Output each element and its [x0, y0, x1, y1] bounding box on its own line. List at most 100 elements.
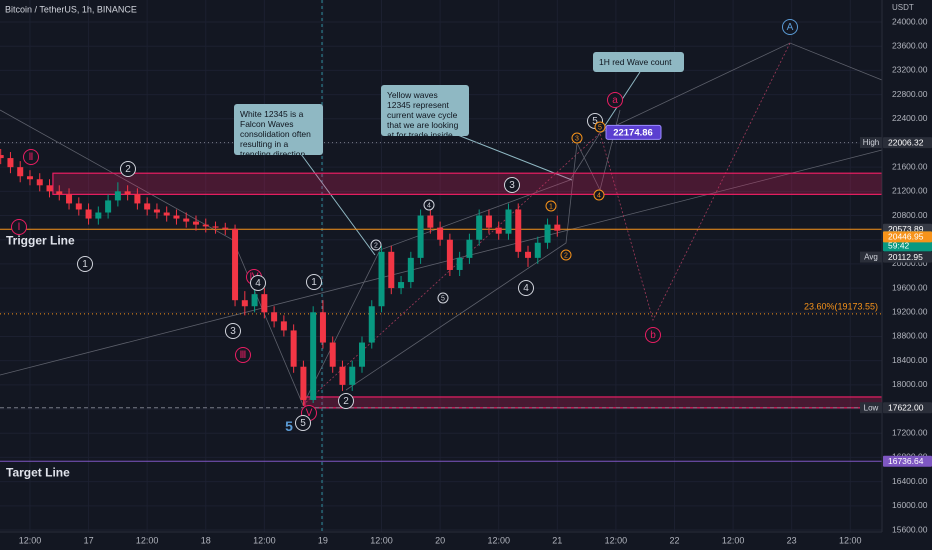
y-tick-label: 23600.00	[892, 40, 928, 50]
candle-body	[114, 191, 121, 201]
wave-label: 5	[300, 418, 306, 429]
y-tick-label: 18800.00	[892, 331, 928, 341]
candle-body	[427, 215, 434, 228]
candle-body	[505, 209, 512, 234]
y-tick-label: 16000.00	[892, 500, 928, 510]
level-name: Trigger Line	[6, 233, 75, 247]
y-tick-label: 15600.00	[892, 524, 928, 534]
candle-body	[358, 342, 365, 367]
wave-label: 3	[230, 326, 236, 337]
wave-circle	[437, 292, 449, 304]
candle-body	[153, 209, 160, 213]
wave-circle	[594, 121, 606, 133]
price-axis	[882, 0, 932, 550]
callout: White 12345 is a Falcon Waves consolidat…	[234, 104, 323, 155]
candle-body	[446, 239, 453, 270]
callout: 1H red Wave count	[593, 52, 684, 72]
y-tick-label: 24000.00	[892, 16, 928, 26]
candle-body	[515, 209, 522, 252]
wave-circle	[607, 92, 623, 108]
wave-label: 2	[374, 242, 378, 249]
wave-circle	[504, 177, 520, 193]
wave-circle	[571, 132, 583, 144]
wave-circle	[120, 161, 136, 177]
wave-label: 4	[427, 202, 431, 209]
y-tick-label: 18400.00	[892, 355, 928, 365]
wave-label: 2	[564, 252, 568, 259]
currency: USDT	[892, 3, 914, 12]
x-tick-label: 18	[201, 535, 211, 545]
annotations: Trigger Line 23.60%(19173.55) Target Line 2…	[6, 19, 878, 479]
wave-label: 4	[255, 278, 261, 289]
price-badge-label: 16736.64	[888, 456, 924, 466]
wave-circle	[545, 200, 557, 212]
wave-label: 4	[597, 192, 601, 199]
wave-label: 1	[82, 259, 88, 270]
x-tick-label: 23	[787, 535, 797, 545]
x-tick-label: 19	[318, 535, 328, 545]
wave-circle	[250, 275, 266, 291]
candle-body	[0, 155, 4, 159]
wave-label: 5	[285, 418, 293, 434]
wave-circle	[560, 249, 572, 261]
countdown: 59:42	[888, 241, 910, 251]
x-tick-label: 12:00	[487, 535, 510, 545]
y-tick-label: 16400.00	[892, 476, 928, 486]
wave-circle	[593, 189, 605, 201]
y-tick-label: 22400.00	[892, 113, 928, 123]
candle-body	[66, 194, 73, 204]
wave-circle	[306, 274, 322, 290]
candle-body	[232, 228, 239, 301]
candle-body	[554, 224, 561, 231]
candle-body	[7, 158, 14, 168]
candle-body	[212, 226, 219, 228]
candle-body	[124, 191, 131, 195]
x-tick-label: 12:00	[136, 535, 159, 545]
x-tick-label: 12:00	[605, 535, 628, 545]
price-badge-label: 17622.00	[888, 402, 924, 412]
y-tick-label: 21200.00	[892, 186, 928, 196]
candle-body	[476, 215, 483, 240]
price-badge	[883, 251, 932, 263]
candle-body	[368, 306, 375, 343]
axes: 12:00 17 12:00 18 12:00 19 12:00 20 12:00 21 12:00…	[19, 16, 932, 545]
wave-circle	[295, 415, 311, 431]
price-tag-label: High	[863, 138, 879, 147]
wave-label: 1	[311, 277, 317, 288]
wave-label: 5	[592, 116, 598, 127]
wave-label: 5	[598, 124, 602, 131]
candle-body	[36, 179, 43, 186]
wave-label: 1	[549, 203, 553, 210]
wave-label: 3	[575, 135, 579, 142]
candle-body	[310, 312, 317, 400]
candle-body	[525, 251, 532, 258]
price-badge	[883, 231, 932, 243]
chart-title: Bitcoin / TetherUS, 1h, BINANCE	[5, 4, 137, 14]
x-tick-label: 12:00	[839, 535, 862, 545]
trend-line	[0, 42, 883, 406]
x-tick-label: 21	[552, 535, 562, 545]
price-tag	[860, 251, 882, 263]
candle-body	[202, 224, 209, 227]
wave-label: Ⅴ	[306, 408, 313, 419]
wave-circle	[235, 347, 251, 363]
price-badge-label: 20573.89	[888, 224, 924, 234]
candle-body	[349, 366, 356, 385]
x-tick-label: 12:00	[722, 535, 745, 545]
level-name: Target Line	[6, 465, 70, 479]
candle-body	[222, 227, 229, 229]
candle-body	[17, 167, 24, 177]
candle-body	[85, 209, 92, 219]
wave-circle	[423, 199, 435, 211]
candle-body	[437, 227, 444, 240]
y-tick-label: 18000.00	[892, 379, 928, 389]
callout: Yellow waves 12345 represent current wav…	[381, 85, 469, 136]
y-tick-label: 22800.00	[892, 89, 928, 99]
candle-body	[183, 218, 190, 222]
wave-circle	[782, 19, 798, 35]
wave-circle	[645, 327, 661, 343]
y-tick-label: 21600.00	[892, 161, 928, 171]
candle-body	[534, 242, 541, 258]
